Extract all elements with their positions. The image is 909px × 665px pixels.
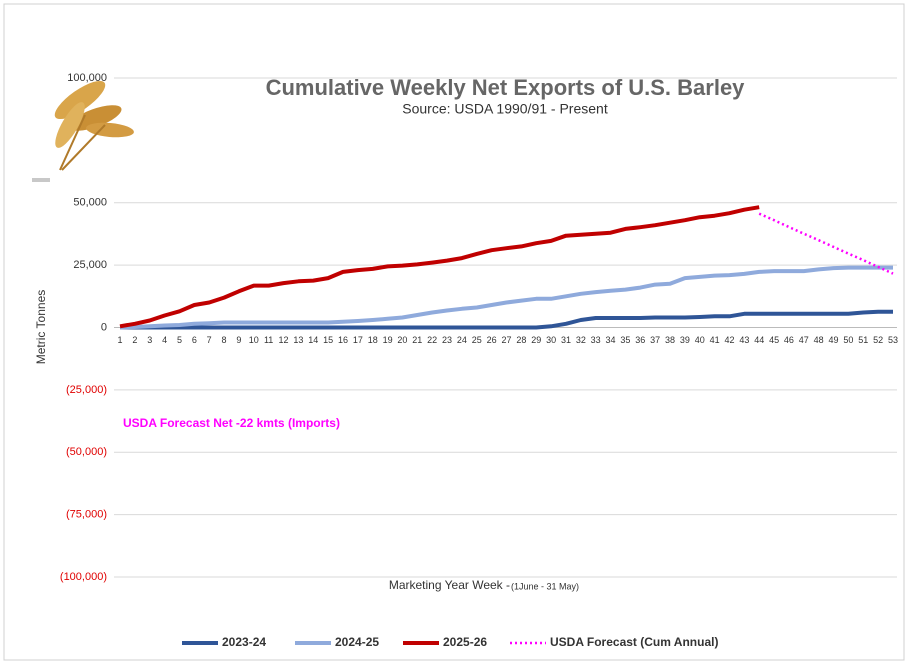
x-tick-label: 38: [665, 335, 675, 345]
x-axis-label: Marketing Year Week -: [389, 578, 510, 592]
legend-label: USDA Forecast (Cum Annual): [550, 635, 718, 649]
x-tick-label: 20: [397, 335, 407, 345]
x-tick-label: 28: [516, 335, 526, 345]
x-tick-label: 3: [147, 335, 152, 345]
x-tick-label: 12: [279, 335, 289, 345]
x-tick-label: 41: [710, 335, 720, 345]
chart-subtitle: Source: USDA 1990/91 - Present: [402, 101, 608, 117]
x-tick-label: 6: [192, 335, 197, 345]
x-tick-label: 5: [177, 335, 182, 345]
chart-frame: [3, 3, 905, 661]
x-tick-label: 49: [829, 335, 839, 345]
x-tick-label: 13: [293, 335, 303, 345]
x-tick-label: 36: [635, 335, 645, 345]
legend-label: 2024-25: [335, 635, 379, 649]
x-tick-label: 50: [843, 335, 853, 345]
x-tick-label: 44: [754, 335, 764, 345]
legend-item: USDA Forecast (Cum Annual): [510, 635, 718, 649]
x-tick-label: 25: [472, 335, 482, 345]
x-tick-label: 33: [591, 335, 601, 345]
x-tick-label: 52: [873, 335, 883, 345]
x-tick-label: 1: [117, 335, 122, 345]
x-tick-label: 43: [739, 335, 749, 345]
x-tick-label: 46: [784, 335, 794, 345]
x-tick-label: 9: [236, 335, 241, 345]
x-tick-label: 45: [769, 335, 779, 345]
x-tick-label: 39: [680, 335, 690, 345]
annotation: USDA Forecast Net -22 kmts (Imports): [123, 416, 340, 430]
x-tick-label: 42: [724, 335, 734, 345]
legend-item: 2025-26: [403, 635, 487, 649]
x-tick-label: 51: [858, 335, 868, 345]
x-tick-label: 7: [207, 335, 212, 345]
y-tick-label: (100,000): [60, 571, 107, 583]
wheat-icon: [54, 80, 134, 171]
y-tick-label: 100,000: [67, 72, 107, 84]
y-tick-label: (25,000): [66, 384, 107, 396]
y-tick-label: (50,000): [66, 446, 107, 458]
thumb: [32, 178, 50, 182]
x-tick-label: 21: [412, 335, 422, 345]
y-tick-label: 0: [101, 321, 107, 333]
series-line: [119, 265, 893, 330]
x-tick-label: 2: [132, 335, 137, 345]
x-tick-label: 26: [487, 335, 497, 345]
y-tick-label: 50,000: [73, 197, 107, 209]
x-tick-label: 11: [264, 335, 273, 345]
x-axis-note: (1June - 31 May): [511, 581, 579, 591]
x-tick-label: 37: [650, 335, 660, 345]
x-tick-label: 15: [323, 335, 333, 345]
x-tick-label: 48: [814, 335, 824, 345]
x-tick-label: 18: [368, 335, 378, 345]
legend-item: 2024-25: [295, 635, 379, 649]
x-tick-label: 32: [576, 335, 586, 345]
x-tick-label: 35: [620, 335, 630, 345]
legend-label: 2025-26: [443, 635, 487, 649]
legend-item: 2023-24: [182, 635, 266, 649]
series-line: [119, 205, 760, 329]
x-tick-label: 17: [353, 335, 363, 345]
series-line: [120, 309, 893, 330]
x-tick-label: 4: [162, 335, 167, 345]
x-tick-label: 27: [501, 335, 511, 345]
x-tick-label: 31: [561, 335, 571, 345]
x-tick-label: 40: [695, 335, 705, 345]
y-tick-label: 25,000: [73, 259, 107, 271]
x-tick-label: 34: [606, 335, 616, 345]
x-tick-label: 24: [457, 335, 467, 345]
legend-label: 2023-24: [222, 635, 266, 649]
x-tick-label: 10: [249, 335, 259, 345]
x-tick-label: 47: [799, 335, 809, 345]
x-tick-label: 53: [888, 335, 898, 345]
y-tick-label: (75,000): [66, 509, 107, 521]
x-tick-label: 30: [546, 335, 556, 345]
x-tick-label: 14: [308, 335, 318, 345]
x-tick-label: 19: [383, 335, 393, 345]
x-tick-label: 29: [531, 335, 541, 345]
x-tick-label: 23: [442, 335, 452, 345]
x-tick-label: 16: [338, 335, 348, 345]
y-axis-label: Metric Tonnes: [34, 290, 48, 364]
chart-title: Cumulative Weekly Net Exports of U.S. Ba…: [266, 75, 746, 100]
x-tick-label: 8: [222, 335, 227, 345]
x-tick-label: 22: [427, 335, 437, 345]
